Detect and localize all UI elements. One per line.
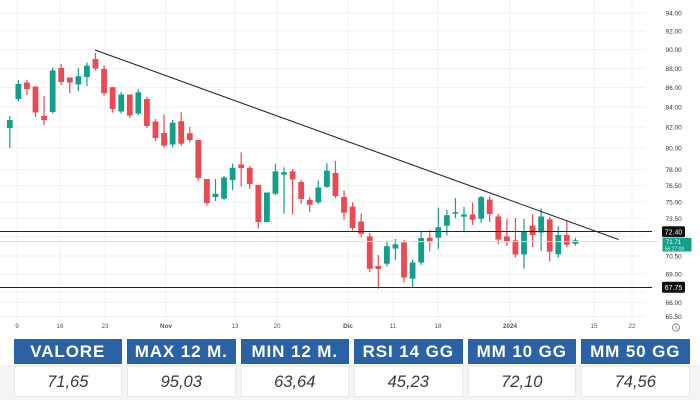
svg-text:67.75: 67.75 — [665, 285, 683, 292]
svg-text:20: 20 — [273, 323, 281, 330]
svg-text:66.00: 66.00 — [666, 300, 683, 307]
svg-text:70.50: 70.50 — [666, 254, 683, 261]
svg-text:92.00: 92.00 — [666, 29, 683, 36]
svg-text:76.50: 76.50 — [666, 183, 683, 190]
svg-text:75.00: 75.00 — [666, 200, 683, 207]
svg-text:23: 23 — [101, 323, 109, 330]
svg-text:86.00: 86.00 — [666, 85, 683, 92]
svg-text:65.50: 65.50 — [666, 314, 683, 321]
svg-text:84.00: 84.00 — [666, 105, 683, 112]
svg-text:73.50: 73.50 — [666, 216, 683, 223]
svg-text:69.00: 69.00 — [666, 272, 683, 279]
svg-text:22: 22 — [628, 323, 636, 330]
svg-text:Dic: Dic — [343, 323, 353, 330]
svg-text:2024: 2024 — [503, 323, 518, 330]
svg-text:72.40: 72.40 — [665, 229, 683, 236]
svg-text:82.00: 82.00 — [666, 125, 683, 132]
svg-text:13: 13 — [231, 323, 239, 330]
svg-text:9: 9 — [15, 323, 19, 330]
svg-text:80.00: 80.00 — [666, 146, 683, 153]
svg-text:71.71: 71.71 — [666, 239, 682, 246]
svg-text:78.00: 78.00 — [666, 167, 683, 174]
svg-text:88.00: 88.00 — [666, 66, 683, 73]
svg-text:94.00: 94.00 — [666, 11, 683, 18]
svg-text:11: 11 — [390, 323, 397, 330]
svg-text:90.00: 90.00 — [666, 47, 683, 54]
svg-text:Nov: Nov — [160, 323, 172, 330]
svg-text:56:27:00: 56:27:00 — [665, 246, 685, 252]
svg-text:15: 15 — [590, 323, 598, 330]
svg-text:16: 16 — [56, 323, 64, 330]
svg-text:18: 18 — [434, 323, 442, 330]
